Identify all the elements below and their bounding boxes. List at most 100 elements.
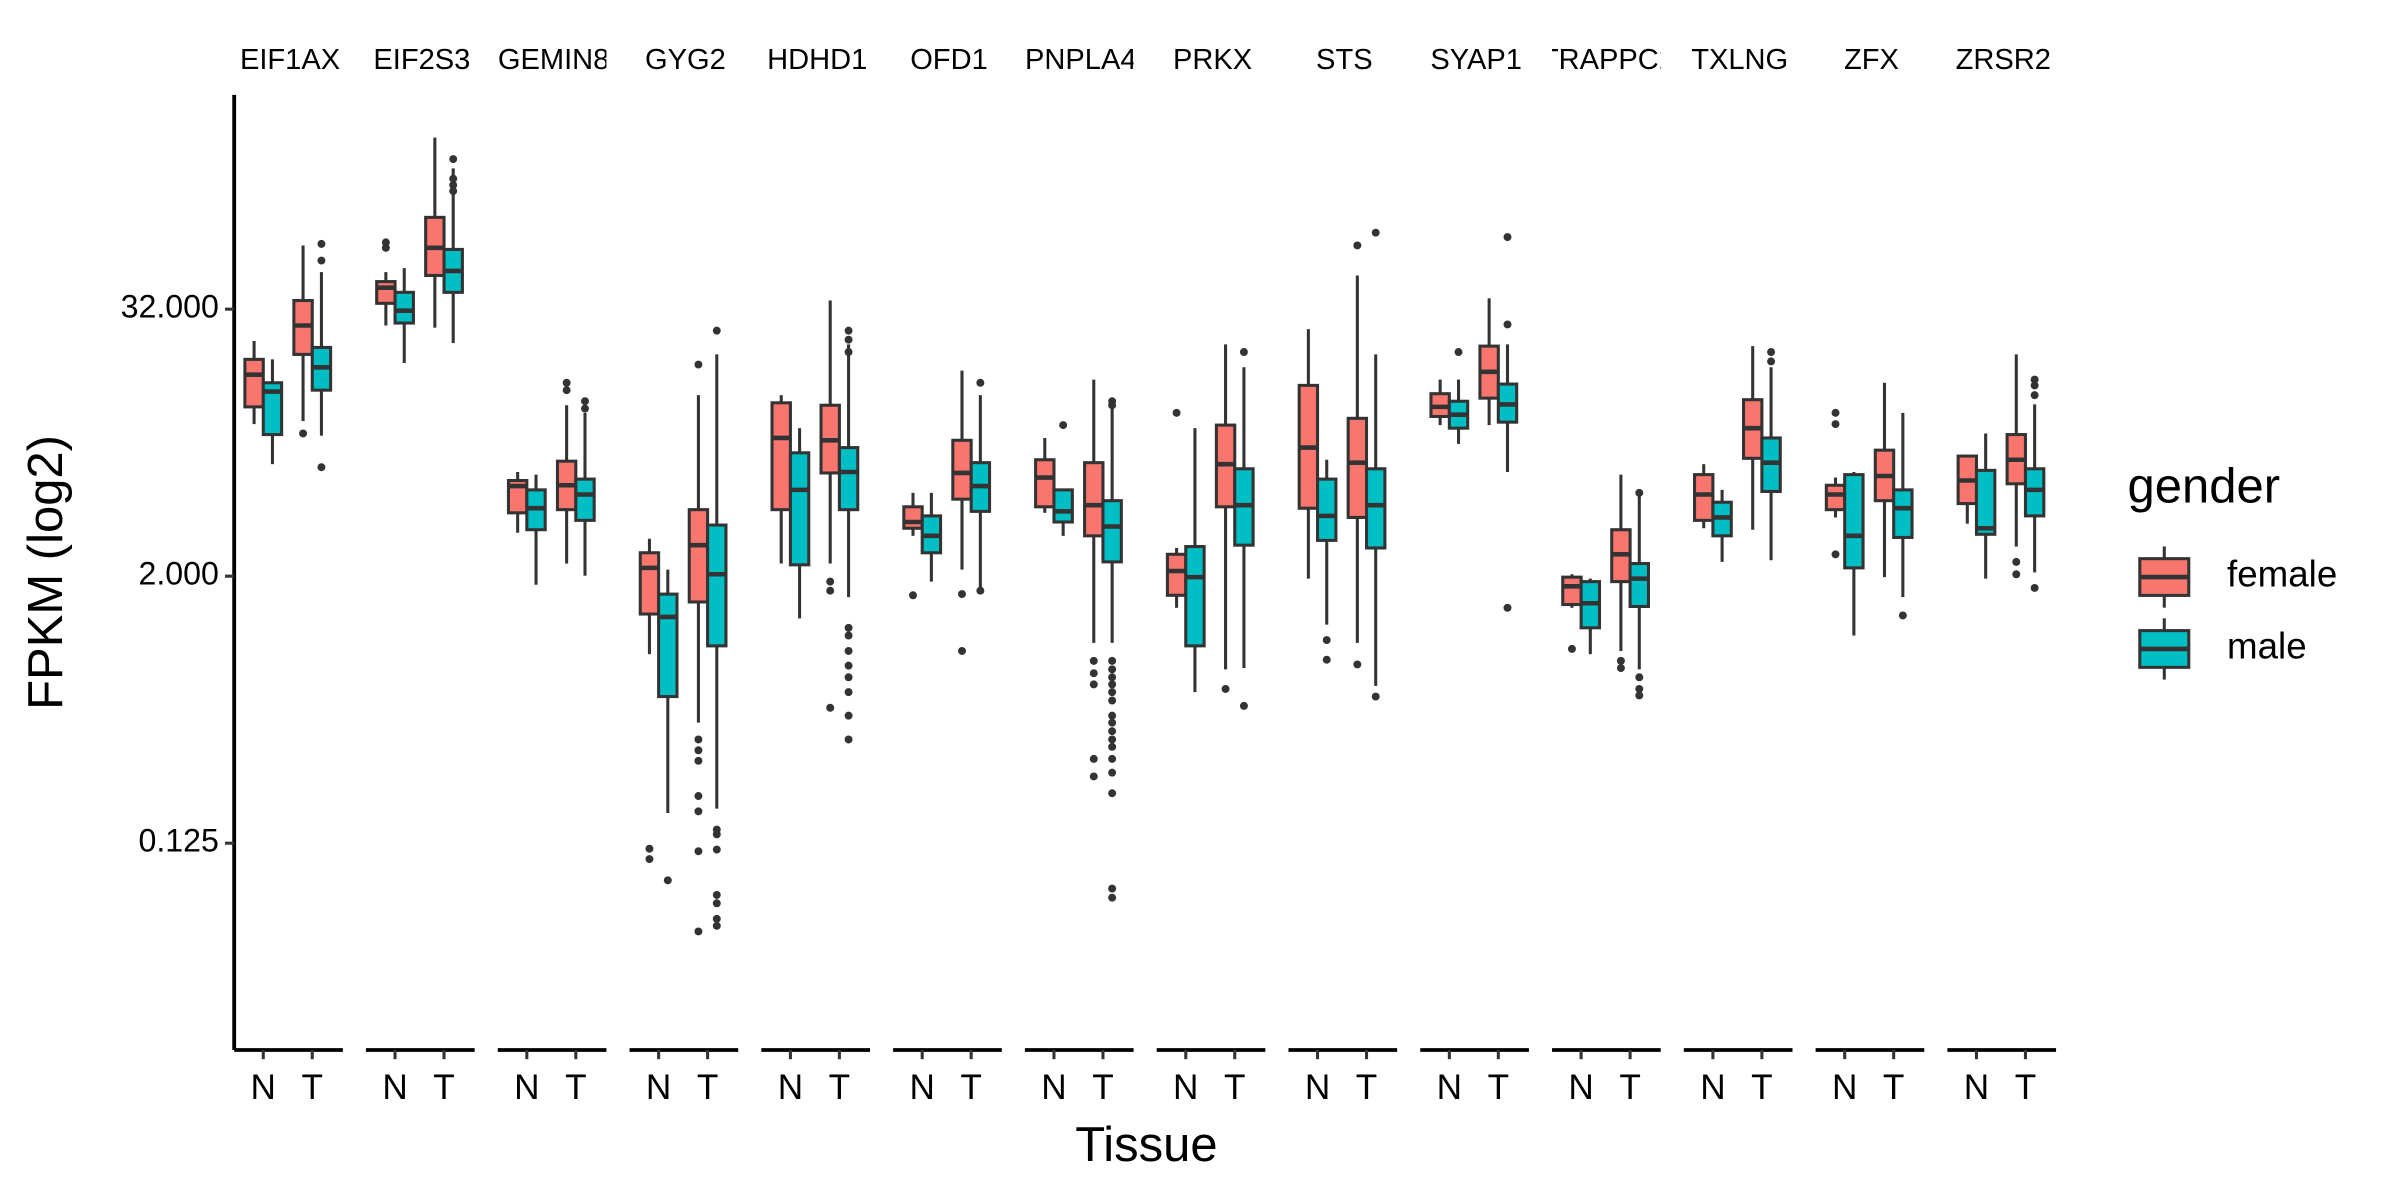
box (1316, 477, 1338, 542)
outlier (449, 174, 458, 183)
outlier (2012, 557, 2021, 566)
outlier (1635, 691, 1644, 700)
x-tick-label: T (1883, 1068, 1904, 1107)
outlier (1108, 401, 1117, 410)
outlier (826, 703, 835, 712)
box (1824, 483, 1847, 512)
outlier (712, 914, 721, 923)
outlier (694, 360, 703, 369)
outlier (1108, 768, 1117, 777)
outlier (1172, 408, 1181, 417)
outlier (663, 876, 672, 885)
outlier (694, 746, 703, 755)
x-tick-label: N (778, 1068, 803, 1107)
outlier (1108, 680, 1117, 689)
outlier (1353, 241, 1362, 250)
outlier (1454, 348, 1463, 357)
outlier (844, 348, 853, 357)
x-tick-label: N (1437, 1068, 1462, 1107)
box (687, 508, 710, 604)
outlier (1089, 680, 1098, 689)
outlier (976, 378, 985, 387)
outlier (1108, 884, 1117, 893)
outlier (449, 187, 458, 196)
facet-label: TRAPPC2 (1541, 44, 1675, 76)
x-tick-label: N (1041, 1068, 1066, 1107)
outlier (1108, 665, 1117, 674)
outlier (645, 855, 654, 864)
facet-label: GYG2 (645, 44, 726, 76)
outlier (2012, 570, 2021, 579)
x-tick-label: N (251, 1068, 276, 1107)
outlier (844, 326, 853, 335)
box (706, 523, 728, 648)
x-tick-label: T (1356, 1068, 1378, 1107)
outlier (1371, 692, 1380, 701)
outlier (844, 335, 853, 344)
box (1184, 545, 1206, 648)
x-tick-label: N (646, 1068, 671, 1107)
y-tick-label: 2.000 (138, 556, 218, 592)
outlier (844, 673, 853, 682)
x-tick-label: N (909, 1068, 934, 1107)
outlier (1503, 320, 1512, 329)
outlier (844, 711, 853, 720)
box (951, 438, 973, 501)
outlier (694, 735, 703, 744)
box (1892, 488, 1914, 539)
outlier (1239, 348, 1248, 357)
outlier (2030, 381, 2039, 390)
outlier (1831, 420, 1840, 429)
outlier (1089, 772, 1098, 781)
outlier (712, 899, 721, 908)
x-tick-label: T (565, 1068, 587, 1107)
facet-label: ZRSR2 (1956, 44, 2051, 76)
outlier (909, 591, 917, 600)
outlier (1322, 655, 1331, 664)
outlier (1108, 789, 1117, 798)
outlier (1635, 488, 1644, 497)
x-tick-label: N (1832, 1068, 1857, 1107)
outlier (826, 577, 835, 586)
box (1628, 562, 1650, 609)
outlier (562, 386, 571, 395)
facet-label: STS (1316, 44, 1373, 76)
facet-label: HDHD1 (767, 44, 867, 76)
outlier (1322, 636, 1331, 645)
outlier (2030, 391, 2039, 400)
x-tick-label: T (1092, 1068, 1114, 1107)
outlier (1108, 742, 1117, 751)
box (261, 381, 284, 437)
outlier (562, 378, 571, 387)
x-tick-label: T (1224, 1068, 1246, 1107)
outlier (1239, 701, 1248, 710)
facet-label: PNPLA4 (1025, 44, 1137, 76)
outlier (1108, 735, 1117, 744)
outlier (299, 429, 308, 438)
legend-title: gender (2128, 460, 2280, 514)
outlier (1831, 550, 1840, 559)
box (1364, 467, 1387, 550)
x-tick-label: N (1173, 1068, 1198, 1107)
box (902, 505, 924, 530)
x-tick-label: T (1488, 1068, 1510, 1107)
outlier (976, 586, 985, 595)
outlier (1567, 644, 1576, 653)
outlier (844, 661, 853, 670)
outlier (844, 631, 853, 640)
box (1052, 488, 1074, 524)
x-tick-label: T (2015, 1068, 2037, 1107)
outlier (694, 847, 703, 856)
outlier (844, 735, 853, 744)
facet-label: PRKX (1173, 44, 1252, 76)
outlier (1767, 357, 1776, 366)
x-tick-label: N (1964, 1068, 1989, 1107)
x-tick-label: T (960, 1068, 982, 1107)
outlier (844, 646, 853, 655)
box (2023, 467, 2046, 518)
outlier (694, 927, 703, 936)
box (657, 592, 679, 699)
outlier (826, 586, 835, 595)
box (1346, 416, 1369, 519)
outlier (1635, 673, 1644, 682)
